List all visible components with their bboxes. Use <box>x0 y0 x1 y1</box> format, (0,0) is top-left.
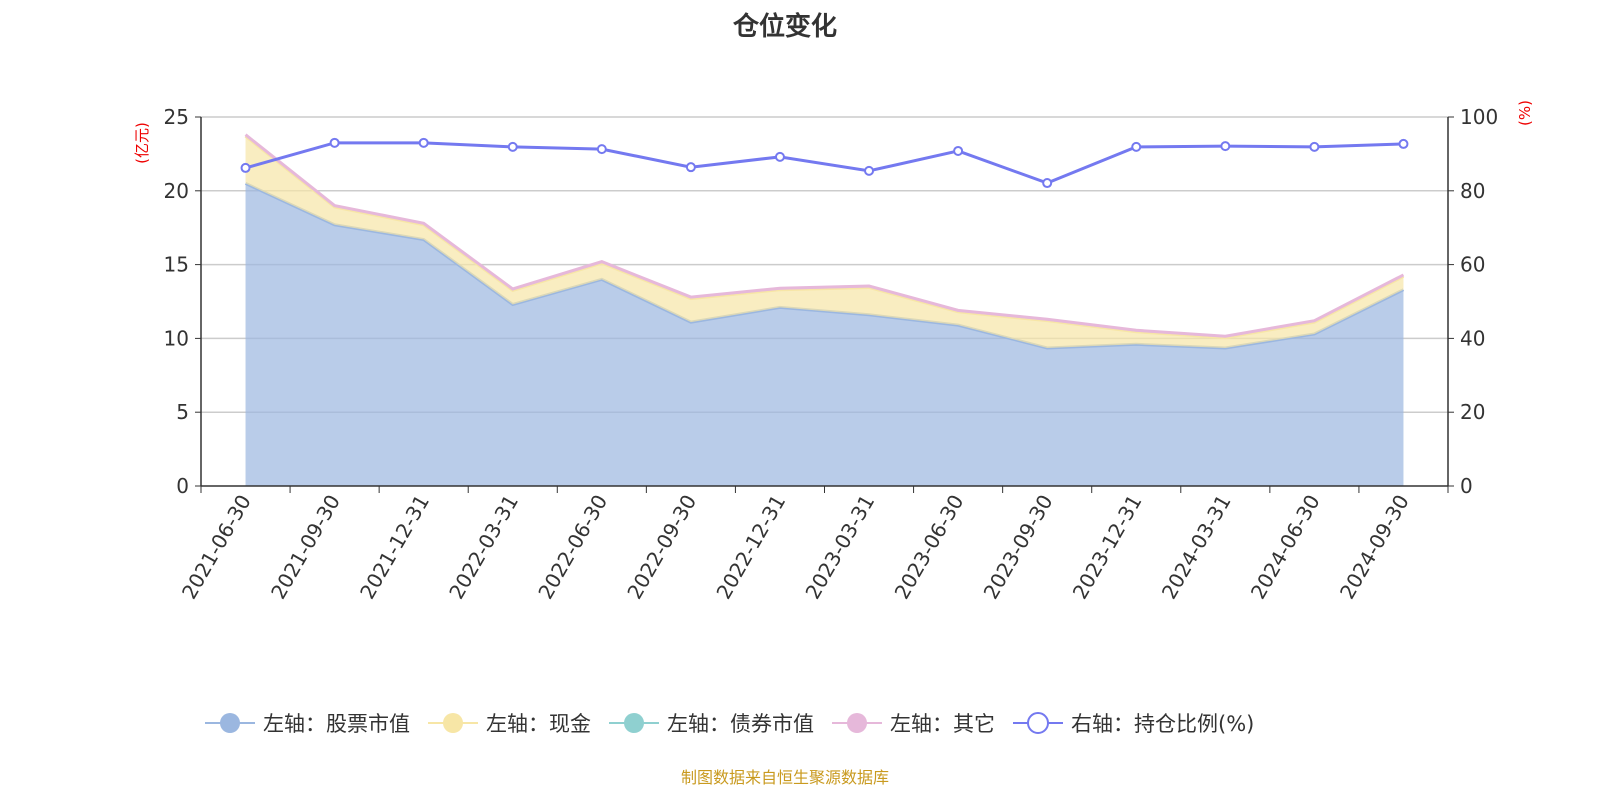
x-tick-label: 2024-09-30 <box>1335 491 1414 604</box>
left-tick-label: 20 <box>164 179 189 203</box>
left-tick-label: 5 <box>176 400 189 424</box>
right-tick-label: 40 <box>1460 326 1485 350</box>
left-tick-label: 25 <box>164 105 189 129</box>
source-note: 制图数据来自恒生聚源数据库 <box>680 768 889 787</box>
legend-marker-icon <box>609 713 659 733</box>
legend-item[interactable]: 左轴：其它 <box>832 708 995 738</box>
right-tick-label: 100 <box>1460 105 1498 129</box>
ratio-point <box>240 162 251 173</box>
ratio-point <box>1131 141 1142 152</box>
x-tick-label: 2022-06-30 <box>533 491 612 604</box>
legend-label: 左轴：现金 <box>486 712 591 736</box>
x-tick-label: 2023-12-31 <box>1068 491 1147 604</box>
ratio-point <box>418 137 429 148</box>
area-0 <box>245 183 1404 487</box>
legend-marker-icon <box>428 713 478 733</box>
x-tick-label: 2021-06-30 <box>177 491 256 604</box>
ratio-point <box>507 141 518 152</box>
right-axis-label: (%) <box>1516 100 1534 126</box>
ratio-point <box>685 162 696 173</box>
legend-label: 右轴：持仓比例(%) <box>1071 712 1255 736</box>
right-tick-label: 80 <box>1460 179 1485 203</box>
legend-item[interactable]: 左轴：债券市值 <box>609 708 814 738</box>
x-tick-label: 2022-12-31 <box>711 491 790 604</box>
legend-marker-icon <box>832 713 882 733</box>
x-tick-label: 2021-09-30 <box>266 491 345 604</box>
ratio-point <box>953 145 964 156</box>
chart-title: 仓位变化 <box>732 12 837 42</box>
legend-marker-icon <box>205 713 255 733</box>
ratio-point <box>596 144 607 155</box>
series-line-3 <box>244 133 1405 338</box>
x-tick-label: 2022-03-31 <box>444 491 523 604</box>
ratio-point <box>329 137 340 148</box>
right-tick-label: 60 <box>1460 253 1485 277</box>
legend-label: 左轴：其它 <box>890 712 995 736</box>
ratio-point <box>1220 141 1231 152</box>
legend-label: 左轴：债券市值 <box>667 712 814 736</box>
legend: 左轴：股票市值 左轴：现金 左轴：债券市值 左轴：其它 右轴：持仓比例(%) <box>205 708 1254 738</box>
right-tick-label: 0 <box>1460 474 1473 498</box>
ratio-point <box>864 165 875 176</box>
x-tick-label: 2024-06-30 <box>1246 491 1325 604</box>
legend-label: 左轴：股票市值 <box>263 712 410 736</box>
legend-item[interactable]: 左轴：股票市值 <box>205 708 410 738</box>
x-tick-label: 2023-03-31 <box>800 491 879 604</box>
area-1 <box>245 136 1404 348</box>
x-tick-label: 2023-09-30 <box>979 491 1058 604</box>
ratio-point <box>1042 178 1053 189</box>
left-tick-label: 10 <box>164 326 189 350</box>
ratio-point <box>1309 141 1320 152</box>
ratio-point <box>1398 138 1409 149</box>
x-tick-label: 2023-06-30 <box>890 491 969 604</box>
left-axis-label: (亿元) <box>133 122 151 164</box>
x-tick-label: 2022-09-30 <box>622 491 701 604</box>
legend-marker-icon <box>1013 712 1063 734</box>
legend-item[interactable]: 右轴：持仓比例(%) <box>1013 708 1254 738</box>
left-tick-label: 0 <box>176 474 189 498</box>
x-tick-label: 2024-03-31 <box>1157 491 1236 604</box>
left-tick-label: 15 <box>164 253 189 277</box>
legend-item[interactable]: 左轴：现金 <box>428 708 591 738</box>
ratio-point <box>774 151 785 162</box>
ratio-line <box>245 141 1404 185</box>
right-tick-label: 20 <box>1460 400 1485 424</box>
x-tick-label: 2021-12-31 <box>355 491 434 604</box>
